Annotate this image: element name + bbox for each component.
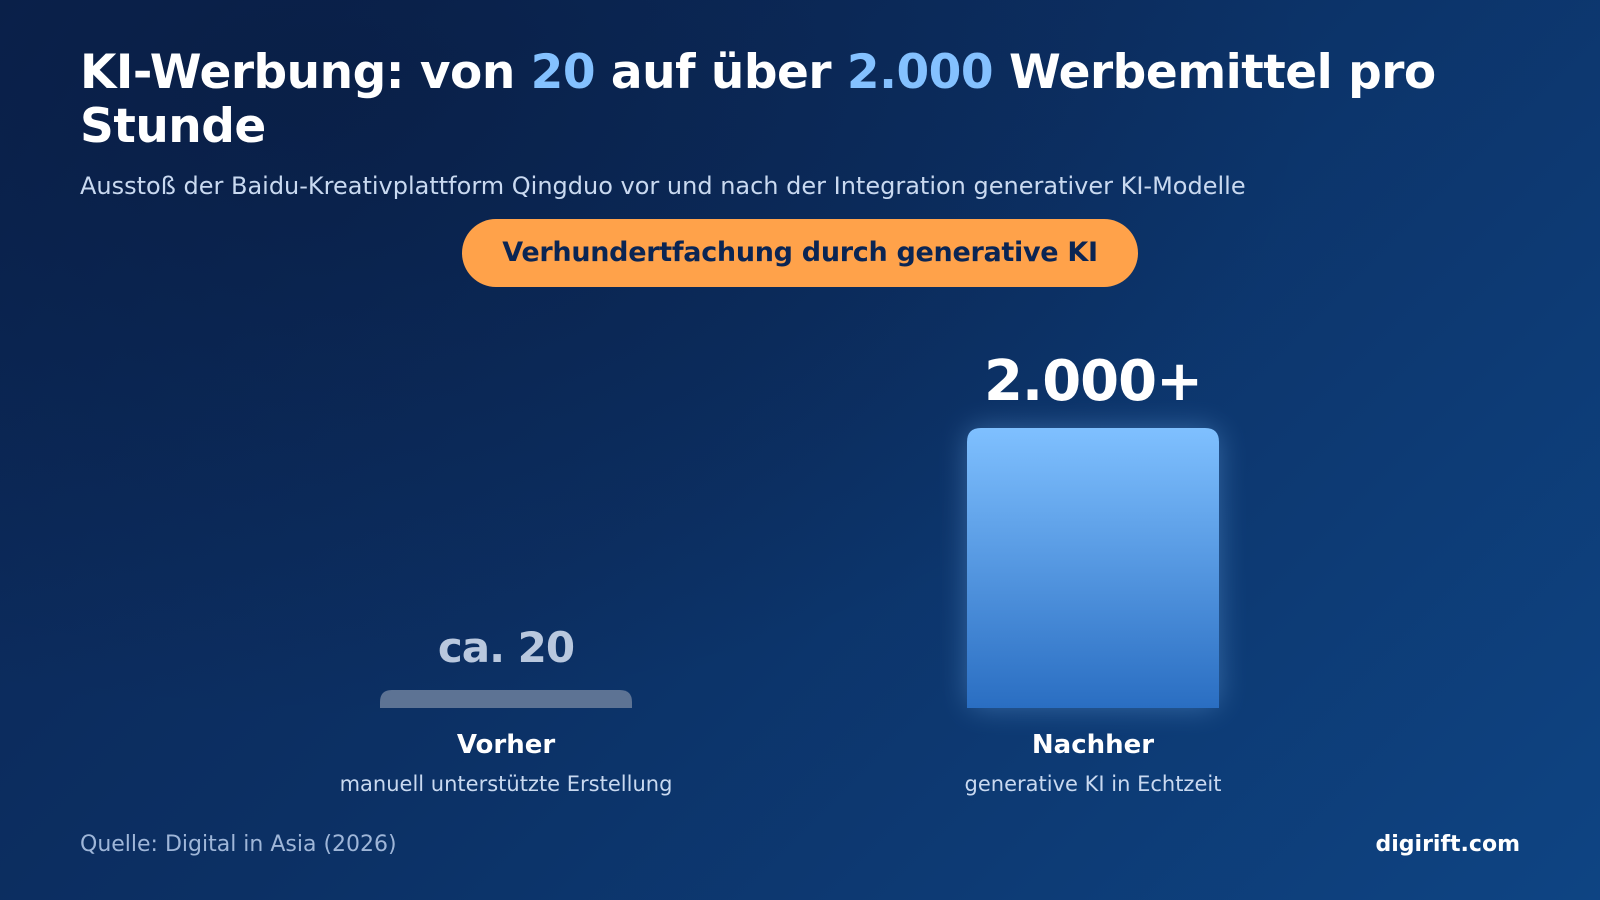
value-label-vorher: ca. 20	[438, 623, 574, 672]
title-highlight-before: 20	[530, 45, 596, 100]
category-description-vorher: manuell unterstützte Erstellung	[340, 772, 673, 796]
bar-vorher	[380, 690, 632, 708]
bar-nachher	[967, 428, 1219, 708]
bars-layer: ca. 20 Vorher manuell unterstützte Erstell…	[340, 349, 1222, 796]
brand-logo-text: digirift.com	[1375, 832, 1521, 857]
category-label-vorher: Vorher	[457, 730, 556, 760]
value-label-nachher: 2.000+	[984, 349, 1202, 414]
title-text-2: auf über	[595, 45, 847, 100]
category-description-nachher: generative KI in Echtzeit	[965, 772, 1222, 796]
chart-title: KI-Werbung: von 20 auf über 2.000 Werbem…	[80, 46, 1520, 154]
source-note: Quelle: Digital in Asia (2026)	[80, 832, 397, 857]
title-text-1: KI-Werbung: von	[80, 45, 531, 100]
title-highlight-after: 2.000	[846, 45, 994, 100]
title-text-3: Werbemittel pro Stunde	[80, 45, 1436, 154]
category-label-nachher: Nachher	[1032, 730, 1154, 760]
highlight-badge: Verhundertfachung durch generative KI	[462, 219, 1138, 287]
chart-subtitle: Ausstoß der Baidu-Kreativplattform Qingd…	[80, 172, 1246, 200]
